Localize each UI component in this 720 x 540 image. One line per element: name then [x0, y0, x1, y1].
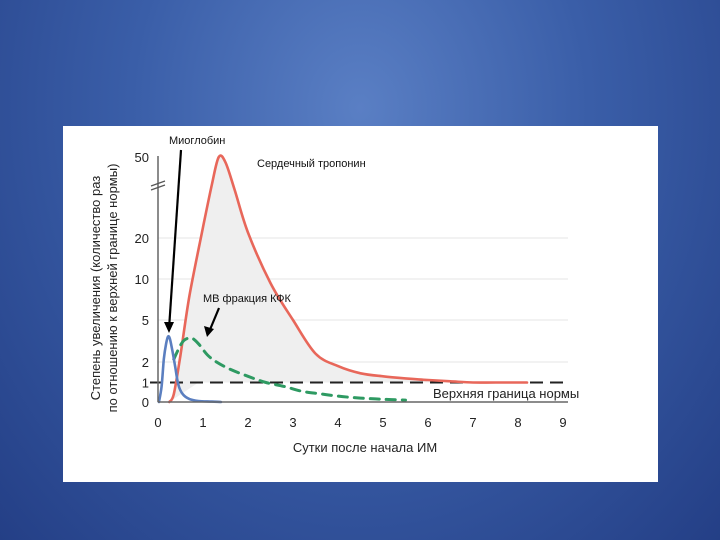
y-axis-title-line1: Степень увеличения (количество раз [88, 176, 103, 401]
ck-mb-line [172, 336, 407, 402]
y-tick-labels: 0 1 2 5 10 20 50 [135, 150, 149, 410]
x-tick-label: 3 [289, 415, 296, 430]
series-lines [157, 154, 529, 404]
x-tick-label: 7 [469, 415, 476, 430]
upper-limit-label: Верхняя граница нормы [433, 386, 579, 401]
y-tick-label: 1 [142, 376, 149, 391]
y-tick-label: 5 [142, 313, 149, 328]
troponin-area-shading [169, 155, 528, 402]
myoglobin-arrowhead-icon [164, 322, 174, 333]
x-tick-label: 0 [154, 415, 161, 430]
x-tick-labels: 0 1 2 3 4 5 6 7 8 9 [154, 415, 566, 430]
axis-break-mark [150, 180, 166, 191]
y-tick-label: 10 [135, 272, 149, 287]
ckmb-arrowhead-icon [204, 326, 214, 337]
myoglobin-label: Миоглобин [169, 135, 225, 147]
y-tick-label: 2 [142, 355, 149, 370]
myoglobin-arrow [167, 149, 183, 330]
x-tick-label: 6 [424, 415, 431, 430]
x-tick-label: 1 [199, 415, 206, 430]
cardiac-markers-chart: Верхняя граница нормы 0 1 2 3 4 5 6 7 8 9 0 1 2 5 10 2… [88, 135, 579, 455]
troponin-label: Сердечный тропонин [257, 158, 366, 170]
x-tick-label: 4 [334, 415, 341, 430]
ckmb-arrow [207, 307, 221, 333]
ckmb-label: МВ фракция КФК [203, 293, 292, 305]
myoglobin-line [157, 334, 223, 404]
x-axis-title: Сутки после начала ИМ [293, 440, 437, 455]
x-tick-label: 5 [379, 415, 386, 430]
x-tick-label: 8 [514, 415, 521, 430]
x-tick-label: 2 [244, 415, 251, 430]
y-tick-label: 20 [135, 231, 149, 246]
y-axis-title-line2: по отношению к верхней границе нормы) [105, 164, 120, 413]
y-tick-label: 50 [135, 150, 149, 165]
x-tick-label: 9 [559, 415, 566, 430]
troponin-line [168, 154, 529, 404]
chart-panel: Верхняя граница нормы 0 1 2 3 4 5 6 7 8 9 0 1 2 5 10 2… [63, 126, 658, 482]
y-tick-label: 0 [142, 395, 149, 410]
